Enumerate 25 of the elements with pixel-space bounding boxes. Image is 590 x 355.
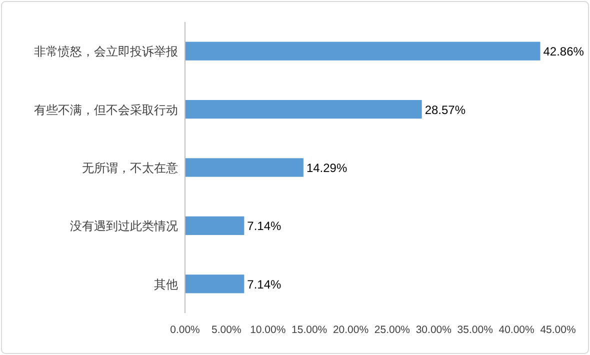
x-tick-label: 0.00% (170, 324, 200, 336)
data-label: 7.14% (247, 219, 282, 234)
x-tick-label: 40.00% (498, 324, 534, 336)
bar (185, 100, 422, 119)
x-tick-label: 10.00% (250, 324, 286, 336)
x-tick-label: 20.00% (332, 324, 369, 336)
bar (185, 274, 244, 294)
x-tick-label: 30.00% (416, 324, 452, 336)
x-tick-label: 25.00% (374, 324, 410, 336)
data-label: 42.86% (543, 44, 584, 59)
data-label: 28.57% (424, 102, 466, 117)
y-tick-label: 其他 (154, 277, 178, 292)
y-tick-label: 没有遇到过此类情况 (70, 219, 178, 234)
x-tick-label: 45.00% (540, 324, 576, 336)
bar (185, 216, 244, 236)
y-tick-label: 无所谓，不太在意 (82, 161, 178, 175)
x-tick-label: 5.00% (212, 324, 242, 336)
bar (185, 158, 304, 177)
x-tick-label: 35.00% (457, 324, 493, 336)
bar (185, 42, 540, 60)
y-tick-label: 非常愤怒，会立即投诉举报 (34, 44, 178, 59)
data-label: 7.14% (247, 277, 282, 292)
y-tick-label: 有些不满，但不会采取行动 (34, 102, 178, 117)
data-label: 14.29% (306, 161, 348, 175)
x-tick-label: 15.00% (292, 324, 328, 336)
